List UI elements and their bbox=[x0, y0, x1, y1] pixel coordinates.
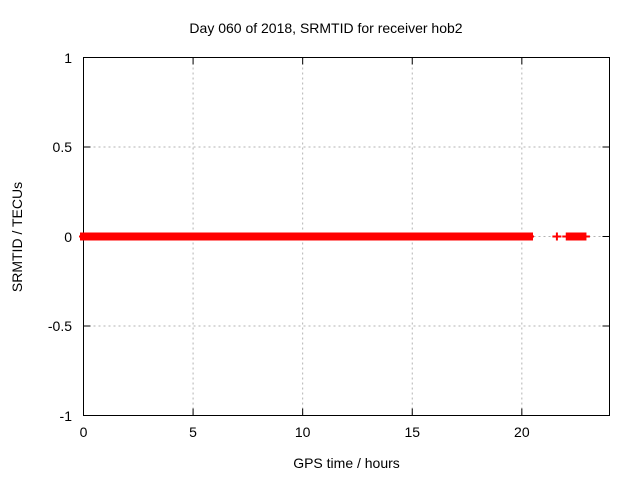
y-tick-label-0.5: 0.5 bbox=[52, 139, 72, 155]
x-tick-label-5: 5 bbox=[189, 424, 197, 440]
x-axis-label: GPS time / hours bbox=[293, 455, 400, 471]
y-tick-label--1: -1 bbox=[59, 407, 72, 424]
data-point-marker-v bbox=[584, 232, 587, 241]
y-tick-label--0.5: -0.5 bbox=[47, 318, 72, 334]
data-segment bbox=[80, 232, 180, 241]
y-tick-label-1: 1 bbox=[64, 49, 72, 66]
y-tick-label-0: 0 bbox=[64, 228, 72, 245]
data-segment bbox=[177, 232, 198, 241]
x-tick-label-0: 0 bbox=[79, 424, 88, 440]
data-point-marker-v bbox=[555, 232, 558, 241]
chart-title: Day 060 of 2018, SRMTID for receiver hob… bbox=[189, 20, 463, 36]
data-segment bbox=[566, 232, 587, 241]
data-segment bbox=[194, 232, 237, 241]
x-tick-label-10: 10 bbox=[294, 424, 311, 440]
data-point-marker-v bbox=[565, 232, 568, 241]
data-segment bbox=[453, 232, 534, 241]
x-tick-label-20: 20 bbox=[514, 424, 530, 440]
data-segment bbox=[234, 232, 457, 241]
x-tick-label-15: 15 bbox=[404, 424, 421, 440]
